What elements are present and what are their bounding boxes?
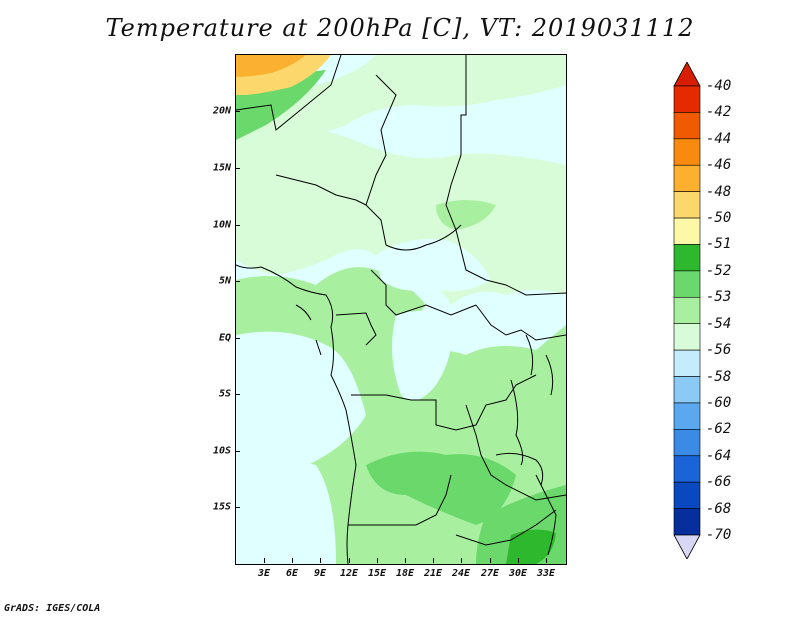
colorbar-top-arrow (673, 62, 701, 87)
colorbar-label: -64 (706, 447, 732, 464)
colorbar-swatch (673, 85, 701, 113)
colorbar-swatch (673, 112, 701, 140)
y-tick-label: 5S (218, 388, 231, 400)
colorbar-label: -50 (706, 210, 732, 227)
x-tick-label: 21E (423, 568, 443, 579)
x-tick-label: 9E (313, 568, 327, 579)
x-tick-mark (349, 558, 350, 563)
colorbar-swatch (673, 455, 701, 483)
colorbar-label: -66 (706, 474, 732, 491)
y-tick-label: 5N (218, 275, 231, 287)
colorbar-swatch (673, 217, 701, 245)
colorbar-label: -44 (706, 130, 732, 147)
y-tick-label: 10N (212, 219, 231, 231)
x-tick-mark (264, 558, 265, 563)
y-tick-mark (235, 451, 240, 452)
y-tick-label: 10S (212, 445, 231, 457)
x-tick-mark (546, 558, 547, 563)
x-tick-label: 3E (257, 568, 271, 579)
colorbar-label: -53 (706, 289, 732, 306)
y-tick-mark (235, 225, 240, 226)
x-tick-label: 6E (285, 568, 299, 579)
colorbar-label: -56 (706, 342, 732, 359)
chart-title: Temperature at 200hPa [C], VT: 201903111… (105, 14, 695, 42)
x-tick-label: 24E (451, 568, 471, 579)
x-tick-label: 33E (536, 568, 556, 579)
x-tick-mark (405, 558, 406, 563)
y-tick-mark (235, 281, 240, 282)
y-tick-label: 15S (212, 501, 231, 513)
colorbar-label: -62 (706, 421, 732, 438)
y-tick-mark (235, 507, 240, 508)
colorbar-swatch (673, 429, 701, 457)
x-tick-mark (518, 558, 519, 563)
x-tick-mark (320, 558, 321, 563)
x-tick-mark (461, 558, 462, 563)
y-tick-mark (235, 168, 240, 169)
x-tick-mark (292, 558, 293, 563)
colorbar-swatch (673, 323, 701, 351)
colorbar-label: -48 (706, 183, 732, 200)
colorbar-swatch (673, 164, 701, 192)
y-tick-mark (235, 111, 240, 112)
colorbar-swatch (673, 244, 701, 272)
y-tick-mark (235, 338, 240, 339)
colorbar-swatch (673, 270, 701, 298)
colorbar-swatch (673, 349, 701, 377)
x-tick-label: 12E (339, 568, 359, 579)
colorbar-label: -70 (706, 527, 732, 543)
y-tick-label: 15N (212, 162, 231, 174)
colorbar-label: -51 (706, 236, 732, 253)
x-tick-mark (490, 558, 491, 563)
x-tick-label: 30E (508, 568, 528, 579)
x-tick-mark (433, 558, 434, 563)
colorbar-bottom-arrow (673, 534, 701, 559)
colorbar-label: -68 (706, 500, 732, 517)
colorbar-label: -60 (706, 394, 732, 411)
grads-credit: GrADS: IGES/COLA (4, 603, 101, 614)
colorbar-swatch (673, 376, 701, 404)
map-panel (235, 54, 567, 565)
colorbar-label: -42 (706, 104, 732, 121)
x-tick-label: 15E (367, 568, 387, 579)
colorbar-label: -58 (706, 368, 732, 385)
colorbar-swatch (673, 508, 701, 536)
y-tick-label: 20N (212, 105, 231, 117)
colorbar-label: -52 (706, 262, 732, 279)
colorbar-swatch (673, 191, 701, 219)
colorbar (673, 62, 701, 559)
x-tick-label: 18E (395, 568, 415, 579)
colorbar-label: -46 (706, 157, 732, 174)
colorbar-swatch (673, 296, 701, 325)
colorbar-label: -54 (706, 315, 732, 332)
x-tick-label: 27E (480, 568, 500, 579)
y-tick-label: EQ (218, 332, 231, 344)
map-field (236, 55, 566, 564)
y-tick-mark (235, 394, 240, 395)
x-tick-mark (377, 558, 378, 563)
colorbar-swatch (673, 138, 701, 166)
colorbar-swatch (673, 402, 701, 430)
colorbar-label: -40 (706, 78, 732, 94)
colorbar-swatch (673, 481, 701, 509)
